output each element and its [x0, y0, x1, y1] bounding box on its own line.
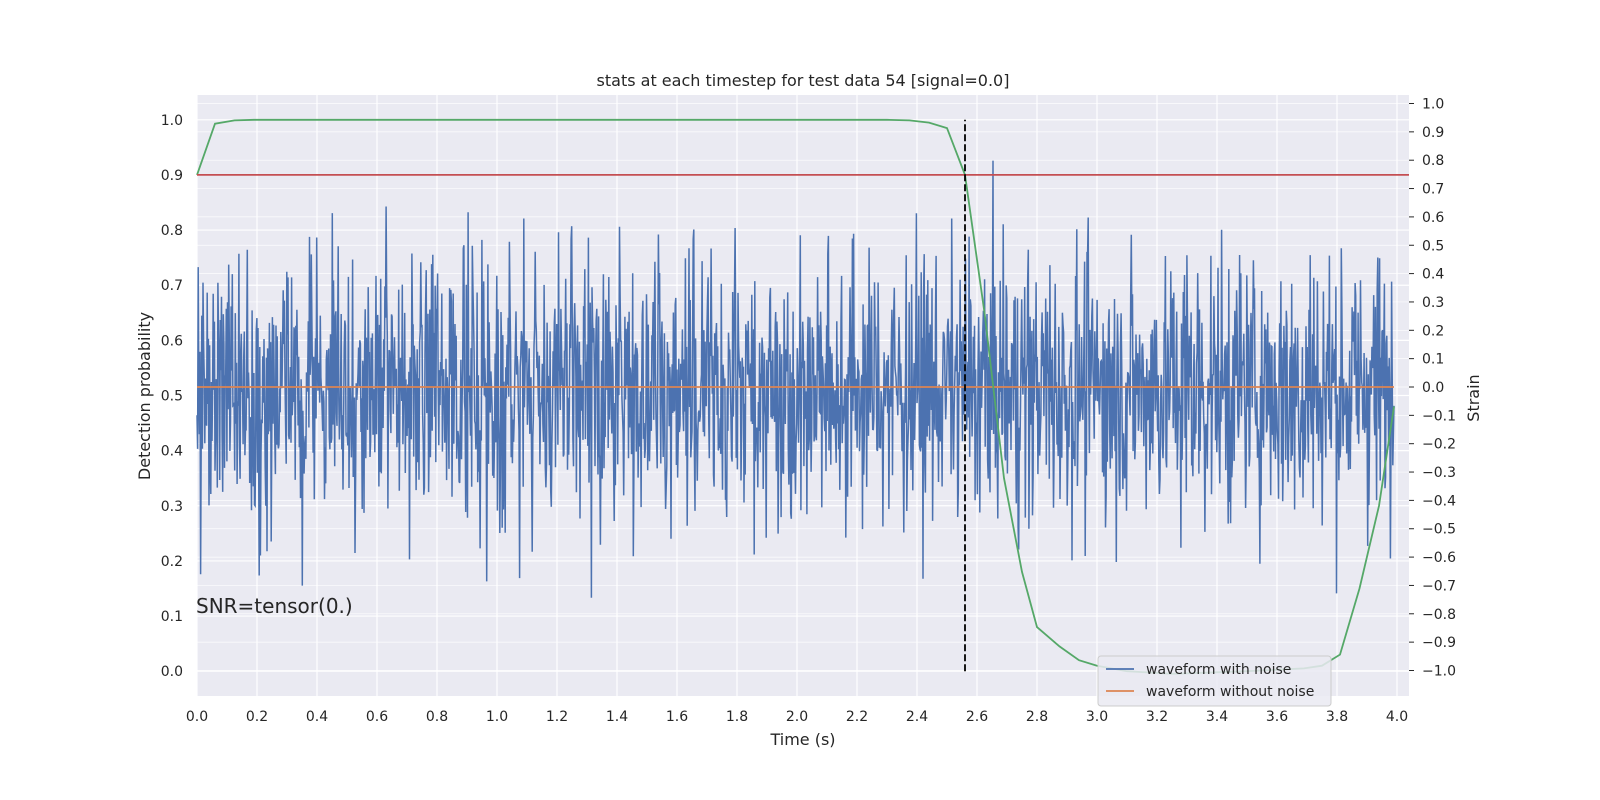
- x-tick-label: 3.6: [1266, 709, 1288, 725]
- x-tick-label: 3.4: [1206, 709, 1228, 725]
- x-tick-label: 2.0: [786, 709, 808, 725]
- y-right-tick-label: 0.6: [1422, 210, 1444, 226]
- y-axis-right-label: Strain: [1464, 374, 1483, 421]
- snr-annotation: SNR=tensor(0.): [196, 594, 353, 618]
- y-right-tick-label: 0.8: [1422, 153, 1444, 169]
- x-tick-label: 2.4: [906, 709, 928, 725]
- legend-box: [1097, 655, 1332, 707]
- y-left-tick-label: 0.1: [161, 609, 183, 625]
- y-left-tick-label: 0.7: [161, 278, 183, 294]
- y-right-tick-label: −0.9: [1422, 635, 1456, 651]
- y-right-tick-label: −0.1: [1422, 408, 1456, 424]
- y-left-tick-label: 1.0: [161, 113, 183, 129]
- y-right-tick-label: 0.0: [1422, 380, 1444, 396]
- x-tick-label: 3.0: [1086, 709, 1108, 725]
- y-right-tick-label: −0.3: [1422, 465, 1456, 481]
- y-right-tick-label: 0.3: [1422, 295, 1444, 311]
- y-right-tick-label: −1.0: [1422, 663, 1456, 679]
- y-right-tick-label: 0.9: [1422, 125, 1444, 141]
- x-tick-label: 2.2: [846, 709, 868, 725]
- x-tick-label: 1.8: [726, 709, 748, 725]
- x-tick-label: 3.2: [1146, 709, 1168, 725]
- x-tick-label: 0.2: [246, 709, 268, 725]
- y-left-tick-label: 0.6: [161, 333, 183, 349]
- x-axis-label: Time (s): [769, 730, 835, 749]
- x-tick-label: 1.4: [606, 709, 628, 725]
- x-tick-label: 0.0: [186, 709, 208, 725]
- y-right-tick-label: 0.4: [1422, 267, 1444, 283]
- chart-title: stats at each timestep for test data 54 …: [597, 71, 1010, 90]
- y-right-tick-label: 0.5: [1422, 238, 1444, 254]
- y-right-tick-label: −0.6: [1422, 550, 1456, 566]
- series-waveform-with-noise: [196, 160, 1395, 598]
- y-right-tick-label: 0.7: [1422, 182, 1444, 198]
- legend: waveform with noise waveform without nois…: [1097, 655, 1332, 707]
- x-tick-label: 1.2: [546, 709, 568, 725]
- y-right-tick-label: −0.5: [1422, 522, 1456, 538]
- x-axis-ticks: 0.0 0.2 0.4 0.6 0.8 1.0 1.2 1.4 1.6 1.8 2.0 2.2 2.4 2…: [186, 709, 1408, 725]
- y-left-tick-label: 0.8: [161, 223, 183, 239]
- legend-entry: waveform without noise: [1146, 684, 1314, 700]
- x-tick-label: 0.4: [306, 709, 328, 725]
- y-left-tick-label: 0.0: [161, 664, 183, 680]
- y-right-tick-label: −0.7: [1422, 578, 1456, 594]
- y-left-tick-label: 0.2: [161, 554, 183, 570]
- y-left-tick-label: 0.3: [161, 499, 183, 515]
- x-tick-label: 4.0: [1386, 709, 1408, 725]
- series-group: [196, 118, 1409, 675]
- legend-entry: waveform with noise: [1146, 662, 1291, 678]
- y-right-tick-label: 1.0: [1422, 97, 1444, 113]
- y-right-tick-label: 0.1: [1422, 352, 1444, 368]
- y-right-tick-label: −0.2: [1422, 437, 1456, 453]
- y-axis-right-ticks: −1.0 −0.9 −0.8 −0.7 −0.6 −0.5 −0.4 −0.3 −0.2 −0.1…: [1409, 97, 1456, 679]
- x-tick-label: 1.0: [486, 709, 508, 725]
- x-tick-label: 3.8: [1326, 709, 1348, 725]
- y-right-tick-label: −0.8: [1422, 607, 1456, 623]
- x-tick-label: 2.8: [1026, 709, 1048, 725]
- x-tick-label: 2.6: [966, 709, 988, 725]
- y-left-tick-label: 0.4: [161, 444, 183, 460]
- x-tick-label: 0.6: [366, 709, 388, 725]
- y-left-tick-label: 0.9: [161, 168, 183, 184]
- x-tick-label: 0.8: [426, 709, 448, 725]
- y-axis-left-ticks: 0.0 0.1 0.2 0.3 0.4 0.5 0.6 0.7 0.8 0.9 1.0: [161, 113, 183, 680]
- y-axis-left-label: Detection probability: [135, 312, 154, 480]
- y-right-tick-label: 0.2: [1422, 323, 1444, 339]
- x-tick-label: 1.6: [666, 709, 688, 725]
- y-left-tick-label: 0.5: [161, 389, 183, 405]
- y-right-tick-label: −0.4: [1422, 493, 1456, 509]
